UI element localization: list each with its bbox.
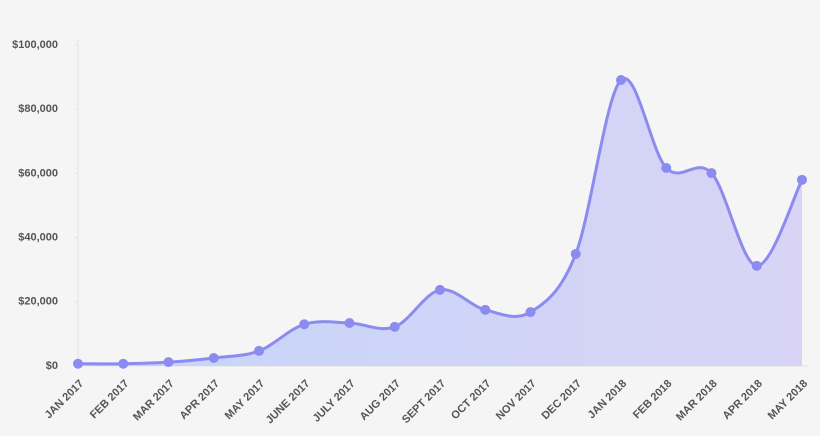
y-tick-label: $60,000 <box>18 167 58 179</box>
x-tick-label: JAN 2017 <box>43 378 87 422</box>
y-tick-label: $20,000 <box>18 296 58 308</box>
x-tick-label: JAN 2018 <box>586 378 630 422</box>
x-tick-label: APR 2018 <box>721 378 765 422</box>
x-tick-label: MAR 2018 <box>674 378 720 424</box>
point <box>73 358 83 369</box>
area <box>78 78 802 367</box>
point <box>661 162 672 173</box>
point <box>163 357 174 368</box>
x-tick-label: FEB 2017 <box>88 378 132 422</box>
point <box>389 321 400 332</box>
x-tick-label: AUG 2017 <box>358 378 403 423</box>
point <box>299 319 310 330</box>
point <box>797 174 807 185</box>
point <box>570 248 581 259</box>
point <box>254 345 264 356</box>
x-tick-label: DEC 2017 <box>540 378 584 422</box>
x-tick-label: FEB 2018 <box>631 378 675 422</box>
x-tick-label: JULY 2017 <box>311 378 358 425</box>
point <box>435 284 445 295</box>
x-tick-label: MAY 2018 <box>766 378 810 422</box>
x-tick-label: MAR 2017 <box>131 378 177 424</box>
point <box>118 358 129 369</box>
point <box>480 304 491 315</box>
y-tick-label: $40,000 <box>18 232 58 244</box>
x-tick-label: JUNE 2017 <box>264 378 313 427</box>
y-tick-label: $80,000 <box>18 103 58 115</box>
x-tick-label: MAY 2017 <box>223 378 267 422</box>
y-tick-label: $100,000 <box>12 39 58 51</box>
x-tick-label: OCT 2017 <box>449 378 493 422</box>
point <box>706 168 717 179</box>
y-tick-label: $0 <box>46 360 58 372</box>
point <box>751 260 762 271</box>
point <box>525 307 536 318</box>
point <box>208 352 219 363</box>
x-tick-label: NOV 2017 <box>494 378 539 423</box>
x-tick-label: APR 2017 <box>178 378 222 422</box>
point <box>616 74 626 85</box>
point <box>344 317 355 328</box>
x-tick-label: SEPT 2017 <box>400 378 448 426</box>
